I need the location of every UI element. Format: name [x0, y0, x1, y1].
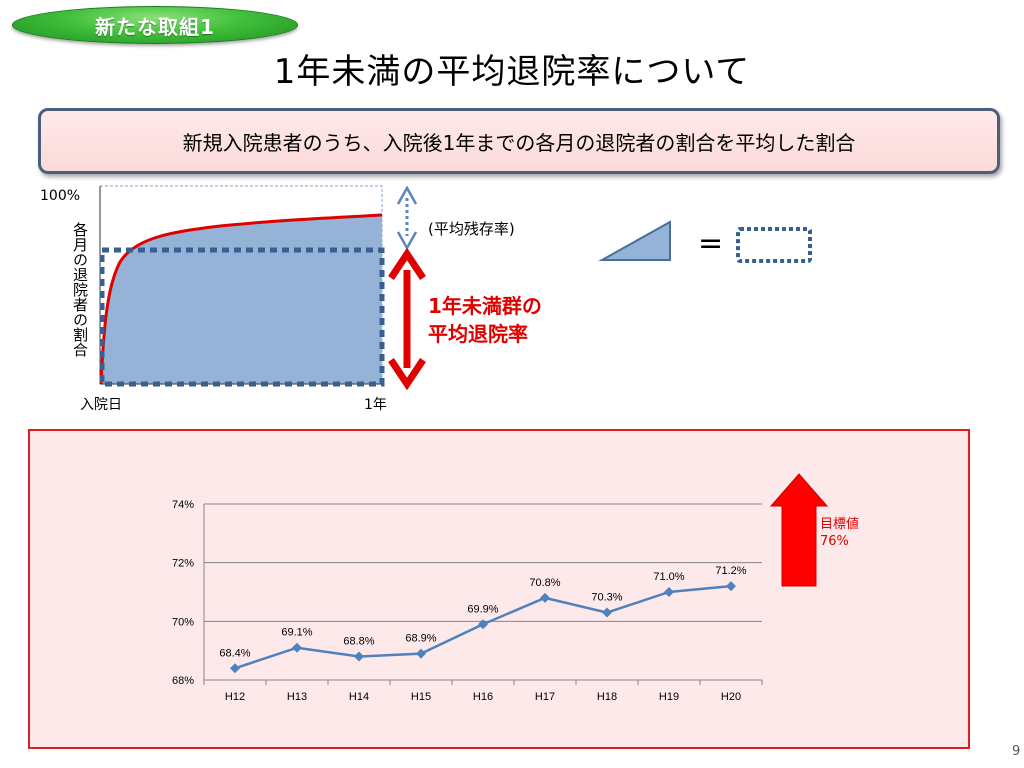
target-label-line1: 目標値	[820, 517, 860, 532]
x-tick-label: H19	[659, 691, 679, 703]
data-point	[354, 651, 364, 662]
data-point	[478, 619, 488, 630]
x-end-label: 1年	[364, 397, 387, 413]
rate-arrow-head-bottom	[388, 358, 426, 391]
data-label: 69.1%	[281, 627, 312, 639]
x-tick-label: H15	[411, 691, 431, 703]
page-title: 1年未満の平均退院率について	[273, 52, 751, 92]
average-rate-label-line2: 平均退院率	[428, 322, 528, 346]
target-label-value: 76%	[820, 534, 849, 549]
data-point	[292, 642, 302, 653]
section-badge: 新たな取組1	[12, 6, 298, 44]
y-axis-label: 各月の退院者の割合	[71, 222, 89, 357]
residual-arrow-head-top	[396, 185, 418, 205]
average-rate-label-line1: 1年未満群の	[428, 294, 542, 318]
data-label: 68.8%	[343, 636, 374, 648]
equals-sign: =	[698, 226, 724, 261]
data-label: 70.8%	[529, 577, 560, 589]
dotted-rect-shape	[736, 227, 812, 263]
data-point	[602, 607, 612, 618]
page-number: 9	[1012, 744, 1021, 759]
y-tick-label: 74%	[172, 499, 194, 511]
data-label: 69.9%	[467, 603, 498, 615]
x-start-label: 入院日	[80, 397, 122, 413]
data-point	[416, 648, 426, 659]
data-label: 68.9%	[405, 633, 436, 645]
rate-arrow-head-top	[388, 247, 426, 280]
data-label: 71.0%	[653, 571, 684, 583]
x-tick-label: H16	[473, 691, 493, 703]
residual-rate-label: (平均残存率)	[428, 220, 515, 238]
cumulative-area	[101, 215, 382, 384]
subtitle-box: 新規入院患者のうち、入院後1年までの各月の退院者の割合を平均した割合	[38, 108, 1000, 174]
triangle-shape	[598, 220, 671, 261]
average-rate-label: 1年未満群の 平均退院率	[428, 292, 542, 348]
x-tick-label: H20	[721, 691, 741, 703]
concept-diagram	[99, 185, 812, 391]
average-rect	[99, 247, 385, 387]
target-label: 目標値 76%	[820, 516, 859, 550]
data-label: 71.2%	[715, 565, 746, 577]
data-label: 68.4%	[219, 647, 250, 659]
y-tick-label: 68%	[172, 675, 194, 687]
data-label: 70.3%	[591, 592, 622, 604]
x-tick-label: H14	[349, 691, 369, 703]
data-point	[726, 581, 736, 592]
cumulative-curve	[99, 213, 383, 385]
data-point	[664, 587, 674, 597]
x-tick-label: H12	[225, 691, 245, 703]
subtitle-text: 新規入院患者のうち、入院後1年までの各月の退院者の割合を平均した割合	[182, 130, 856, 155]
x-tick-label: H13	[287, 691, 307, 703]
data-point	[230, 663, 240, 674]
y-tick-label: 70%	[172, 616, 194, 628]
x-tick-label: H17	[535, 691, 555, 703]
x-tick-label: H18	[597, 691, 617, 703]
y-tick-label: 72%	[172, 558, 194, 570]
data-point	[540, 592, 550, 603]
y-top-label: 100%	[40, 188, 81, 204]
